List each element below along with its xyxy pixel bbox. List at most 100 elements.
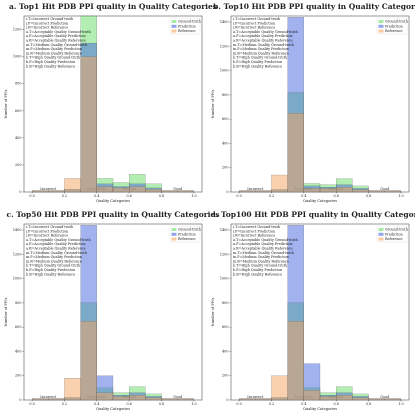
- bar: [303, 390, 321, 401]
- bar: [352, 397, 369, 401]
- note: h.T=High Quality Ground-truth: [26, 56, 81, 60]
- note: m.R=Medium Quality Reference: [233, 259, 289, 263]
- legend-swatch: [171, 29, 177, 33]
- y-tick-label: 200: [222, 166, 228, 170]
- bar: [368, 190, 385, 193]
- legend-swatch: [171, 24, 177, 28]
- y-tick-label: 800: [15, 82, 21, 86]
- legend-label: Reference: [385, 29, 403, 33]
- legend-swatch: [378, 24, 384, 28]
- x-tick-label: 0.0: [29, 194, 34, 198]
- y-tick-label: 800: [222, 93, 228, 97]
- bar: [238, 190, 256, 193]
- x-tick-label: 0.8: [366, 194, 371, 198]
- note: i.P=Incorrect Prediction: [233, 21, 276, 25]
- y-tick-label: 200: [222, 374, 228, 378]
- y-tick-label: 0: [19, 190, 21, 194]
- y-axis-label: Number of PPIs: [4, 89, 8, 118]
- category-label: Incorrect: [247, 395, 264, 399]
- x-tick-label: 0.0: [29, 402, 34, 406]
- note: m.T=Medium Quality Ground-truth: [26, 251, 88, 255]
- y-tick-label: 400: [15, 349, 21, 353]
- note: i.P=Incorrect Prediction: [26, 21, 69, 25]
- bar: [368, 398, 385, 401]
- note: a.P=Acceptable Quality Prediction: [26, 34, 86, 38]
- y-tick-label: 1000: [220, 277, 229, 281]
- category-label: Incorrect: [40, 187, 57, 191]
- y-tick-label: 1000: [220, 69, 229, 73]
- y-tick-label: 600: [222, 117, 228, 121]
- category-label: Good: [380, 395, 390, 399]
- panel-title: d. Top100 Hit PDB PPI quality in Quality…: [211, 210, 415, 219]
- note: m.R=Medium Quality Reference: [233, 51, 289, 55]
- panel-title: c. Top50 Hit PDB PPI quality in Quality …: [7, 210, 220, 219]
- note: a.R=Acceptable Quality Reference: [233, 39, 293, 43]
- note: i.R=Incorrect Reference: [233, 26, 275, 30]
- note: m.T=Medium Quality Ground-truth: [26, 43, 88, 47]
- legend-label: Prediction: [178, 24, 197, 28]
- x-tick-label: 0.8: [159, 194, 164, 198]
- legend-box: [376, 225, 408, 243]
- panel-title: a. Top1 Hit PDB PPI quality in Quality C…: [9, 2, 217, 11]
- legend-swatch: [378, 20, 384, 23]
- y-tick-label: 0: [19, 398, 21, 402]
- note: a.T=Acceptable Quality Ground-truth: [26, 238, 91, 242]
- bar: [145, 397, 162, 401]
- bar: [80, 56, 97, 193]
- bar: [238, 398, 256, 401]
- x-tick-label: 1.0: [398, 194, 403, 198]
- note: m.P=Medium Quality Prediction: [26, 255, 83, 259]
- y-tick-label: 600: [15, 325, 21, 329]
- note: h.R=High Quality Reference: [233, 272, 282, 276]
- x-tick-label: 0.6: [126, 402, 131, 406]
- note: h.P=High Quality Prediction: [26, 268, 76, 272]
- note: m.T=Medium Quality Ground-truth: [233, 43, 295, 47]
- bar: [177, 398, 195, 401]
- x-tick-label: 0.4: [94, 402, 99, 406]
- note: h.R=High Quality Reference: [233, 64, 282, 68]
- bar: [64, 178, 81, 193]
- note: a.T=Acceptable Quality Ground-truth: [233, 30, 298, 34]
- bar: [287, 113, 304, 193]
- note: a.P=Acceptable Quality Prediction: [233, 242, 293, 246]
- y-tick-label: 1200: [220, 252, 229, 256]
- panel-title: b. Top10 Hit PDB PPI quality in Quality …: [213, 2, 415, 11]
- note: i.R=Incorrect Reference: [26, 234, 68, 238]
- category-label: Incorrect: [40, 395, 57, 399]
- bar: [319, 396, 337, 401]
- legend-label: Reference: [178, 29, 196, 33]
- x-tick-label: 0.2: [269, 402, 274, 406]
- x-tick-label: 0.0: [236, 194, 241, 198]
- note: i.P=Incorrect Prediction: [26, 229, 69, 233]
- bar: [96, 392, 114, 401]
- legend-box: [376, 17, 408, 35]
- note: a.T=Acceptable Quality Ground-truth: [26, 30, 91, 34]
- x-axis-label: Quality Categories: [303, 199, 337, 203]
- y-tick-label: 1400: [220, 228, 229, 232]
- category-label: Incorrect: [247, 187, 264, 191]
- bar: [336, 187, 353, 193]
- legend-label: Reference: [385, 237, 403, 241]
- y-tick-label: 1000: [13, 55, 22, 59]
- note: m.P=Medium Quality Prediction: [26, 47, 83, 51]
- x-tick-label: 0.8: [366, 402, 371, 406]
- y-axis-label: Number of PPIs: [211, 297, 215, 326]
- bar: [31, 190, 49, 193]
- bar: [177, 190, 195, 193]
- bar: [31, 398, 49, 401]
- x-tick-label: 1.0: [191, 194, 196, 198]
- legend-label: Ground-truth: [178, 228, 202, 232]
- bar: [336, 395, 353, 401]
- x-tick-label: 0.6: [126, 194, 131, 198]
- y-tick-label: 1200: [13, 28, 22, 32]
- bar: [303, 188, 321, 193]
- bar: [48, 190, 65, 193]
- bar: [96, 186, 114, 193]
- panel: d. Top100 Hit PDB PPI quality in Quality…: [211, 210, 415, 411]
- bar: [384, 398, 402, 401]
- note: m.P=Medium Quality Prediction: [233, 255, 290, 259]
- bar: [319, 188, 337, 193]
- legend-swatch: [171, 228, 177, 231]
- y-axis-label: Number of PPIs: [211, 89, 215, 118]
- x-axis-label: Quality Categories: [96, 199, 130, 203]
